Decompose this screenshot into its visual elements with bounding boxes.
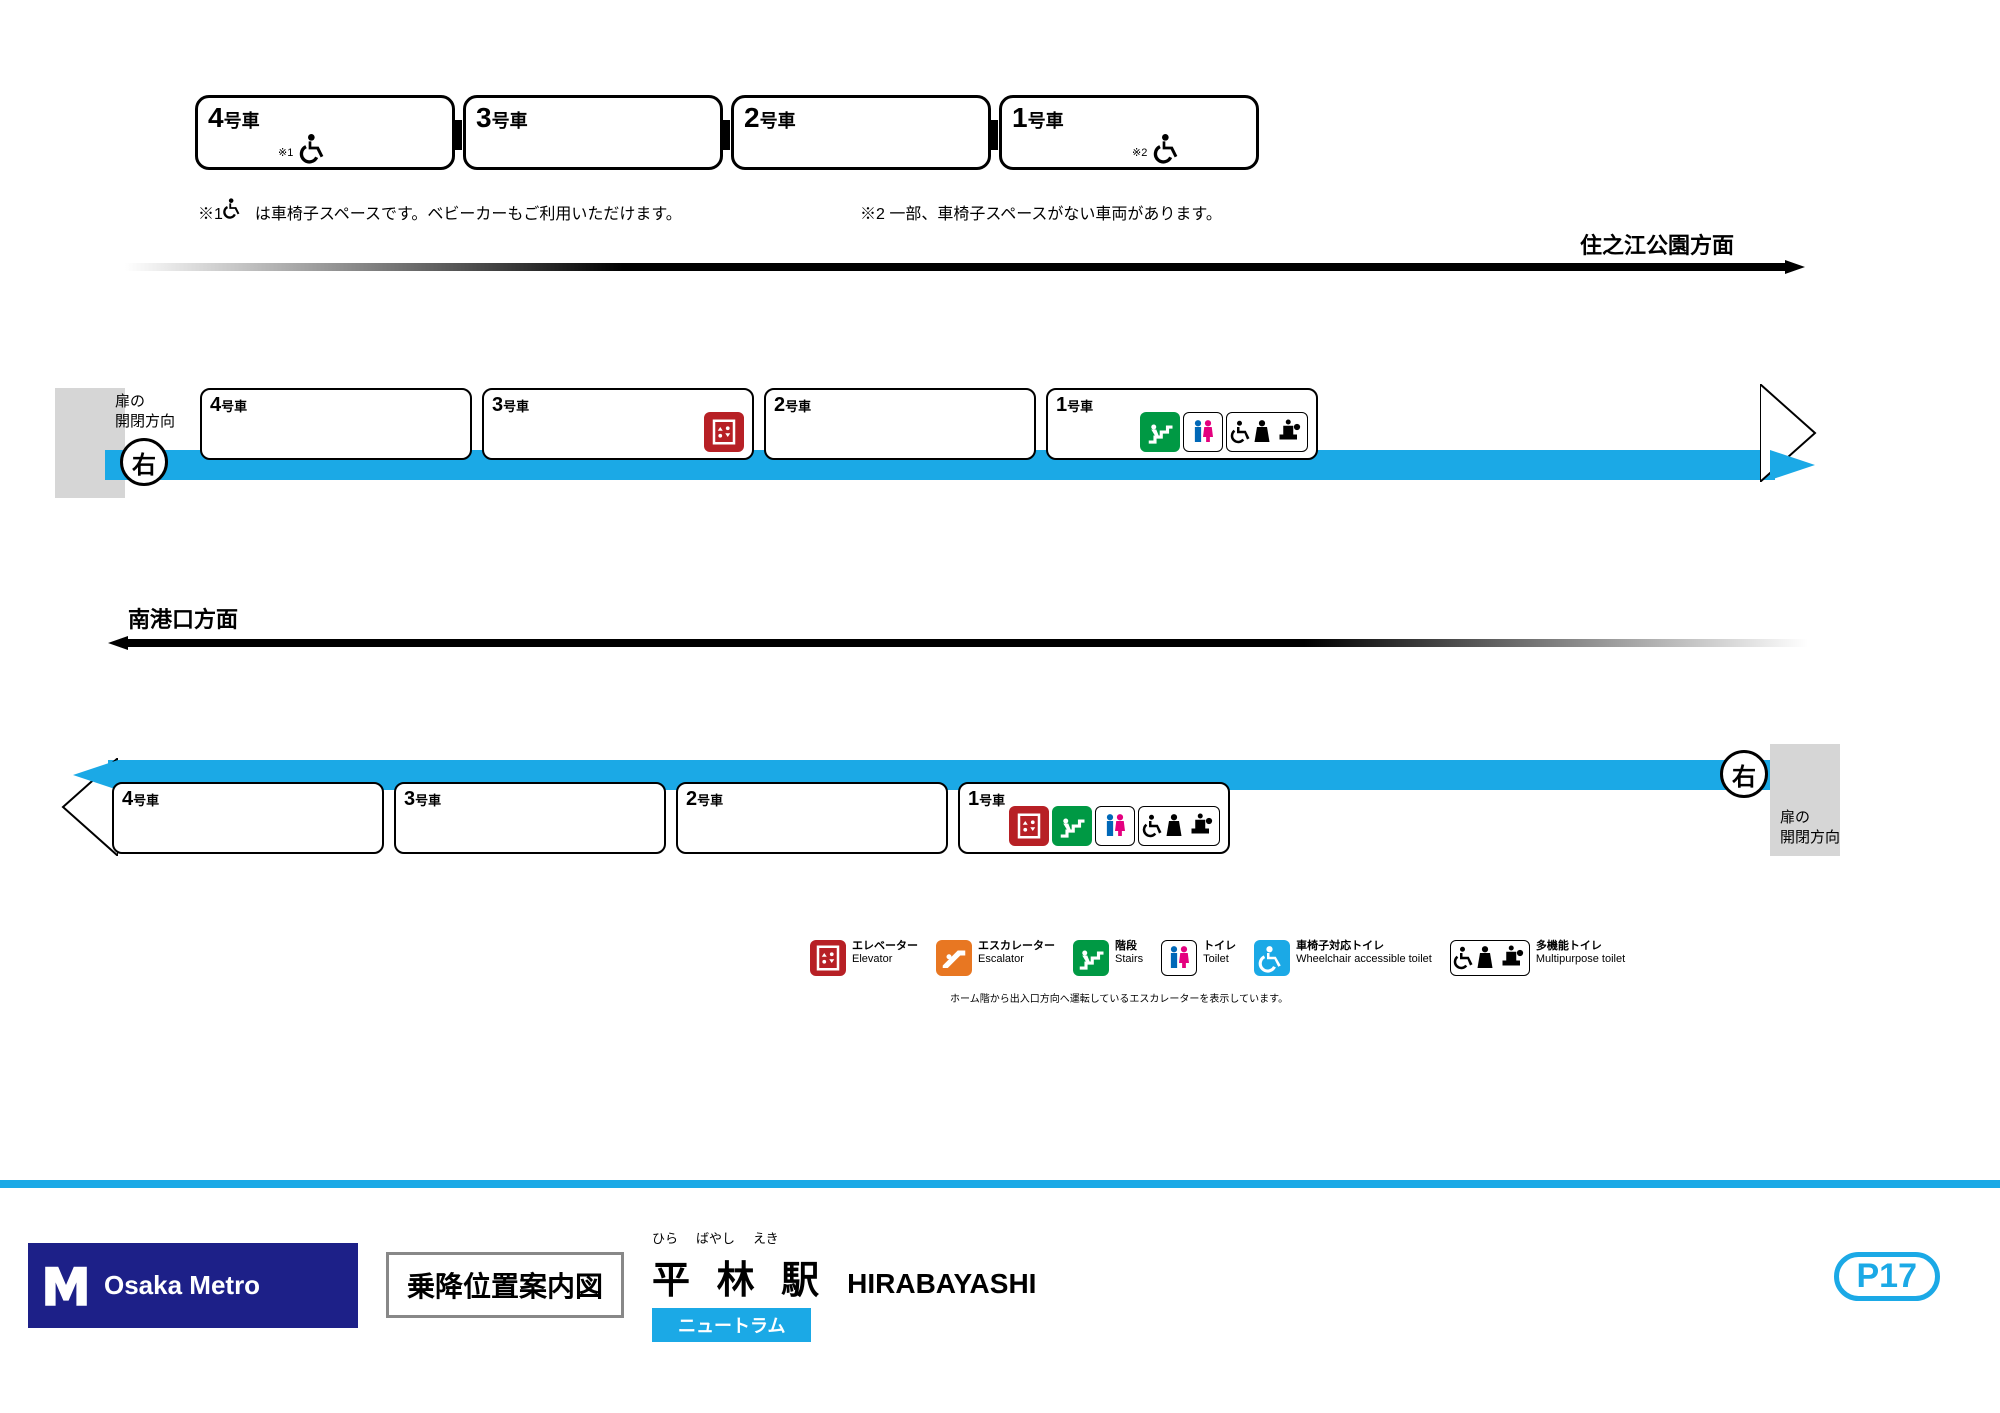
- elevator-icon: [1009, 806, 1049, 846]
- wheelchair-icon: [222, 197, 244, 219]
- toilet-icon: [1095, 806, 1135, 846]
- side-indicator-right: 右: [120, 438, 168, 486]
- car-2: 2号車: [731, 95, 991, 170]
- direction-arrow-right: [125, 260, 1805, 274]
- toilet-icon: [1183, 412, 1223, 452]
- car-3: 3号車: [463, 95, 723, 170]
- multi-icon: [1138, 806, 1220, 846]
- platform-2-arrow-blue: [68, 760, 118, 790]
- car-number: 4: [208, 102, 224, 133]
- car-4: 4号車 ※1: [195, 95, 455, 170]
- platform-car: 1号車: [958, 782, 1230, 854]
- legend-item: エレベーターElevator: [810, 940, 918, 976]
- station-name-jp: 平 林 駅: [652, 1249, 827, 1304]
- legend-item: 車椅子対応トイレWheelchair accessible toilet: [1254, 940, 1432, 976]
- platform-car: 3号車: [394, 782, 666, 854]
- platform-1-arrow-blue: [1770, 450, 1820, 480]
- station-code: P17: [1834, 1252, 1941, 1301]
- footer: Osaka Metro 乗降位置案内図 ひらばやしえき 平 林 駅 HIRABA…: [28, 1228, 1036, 1342]
- guide-title: 乗降位置案内図: [386, 1252, 624, 1318]
- stairs-icon: [1052, 806, 1092, 846]
- platform-car: 3号車: [482, 388, 754, 460]
- door-direction-label-2: 扉の 開閉方向: [1780, 808, 1840, 847]
- door-direction-label: 扉の 開閉方向: [115, 392, 175, 431]
- car-1: 1号車 ※2: [999, 95, 1259, 170]
- legend-item: 多機能トイレMultipurpose toilet: [1450, 940, 1625, 976]
- osaka-metro-logo: Osaka Metro: [28, 1243, 358, 1328]
- toilet-icon: [1161, 940, 1197, 976]
- legend-footnote: ホーム階から出入口方向へ運転しているエスカレーターを表示しています。: [950, 990, 1288, 1005]
- stairs-icon: [1073, 940, 1109, 976]
- footer-rule: [0, 1180, 2000, 1188]
- platform-car: 2号車: [764, 388, 1036, 460]
- platform-car: 4号車: [112, 782, 384, 854]
- elevator-icon: [810, 940, 846, 976]
- metro-m-icon: [40, 1259, 92, 1311]
- wheelchair-icon: [1152, 132, 1184, 164]
- station-info: ひらばやしえき 平 林 駅 HIRABAYASHI ニュートラム: [652, 1228, 1036, 1342]
- direction-right: 住之江公園方面: [1580, 228, 1734, 260]
- direction-left: 南港口方面: [128, 602, 238, 634]
- multi-icon: [1450, 940, 1530, 976]
- line-name: ニュートラム: [652, 1308, 811, 1342]
- legend: エレベーターElevator エスカレーターEscalator 階段Stairs トイ…: [810, 940, 1625, 976]
- legend-item: トイレToilet: [1161, 940, 1236, 976]
- note-1: ※1 は車椅子スペースです。ベビーカーもご利用いただけます。: [198, 200, 682, 224]
- platform-car: 4号車: [200, 388, 472, 460]
- escalator-icon: [936, 940, 972, 976]
- stairs-icon: [1140, 412, 1180, 452]
- note-2: ※2 一部、車椅子スペースがない車両があります。: [860, 200, 1222, 224]
- legend-item: エスカレーターEscalator: [936, 940, 1055, 976]
- side-indicator-right-2: 右: [1720, 750, 1768, 798]
- wheelchair-icon: [298, 132, 330, 164]
- furigana: ひらばやしえき: [652, 1228, 1036, 1247]
- station-name-en: HIRABAYASHI: [847, 1268, 1036, 1300]
- platform-car: 1号車: [1046, 388, 1318, 460]
- multi-icon: [1226, 412, 1308, 452]
- wc-toilet-icon: [1254, 940, 1290, 976]
- train-composition: 4号車 ※1 3号車 2号車 1号車 ※2: [195, 95, 1267, 170]
- platform-car: 2号車: [676, 782, 948, 854]
- elevator-icon: [704, 412, 744, 452]
- legend-item: 階段Stairs: [1073, 940, 1143, 976]
- direction-arrow-left: [108, 636, 1808, 650]
